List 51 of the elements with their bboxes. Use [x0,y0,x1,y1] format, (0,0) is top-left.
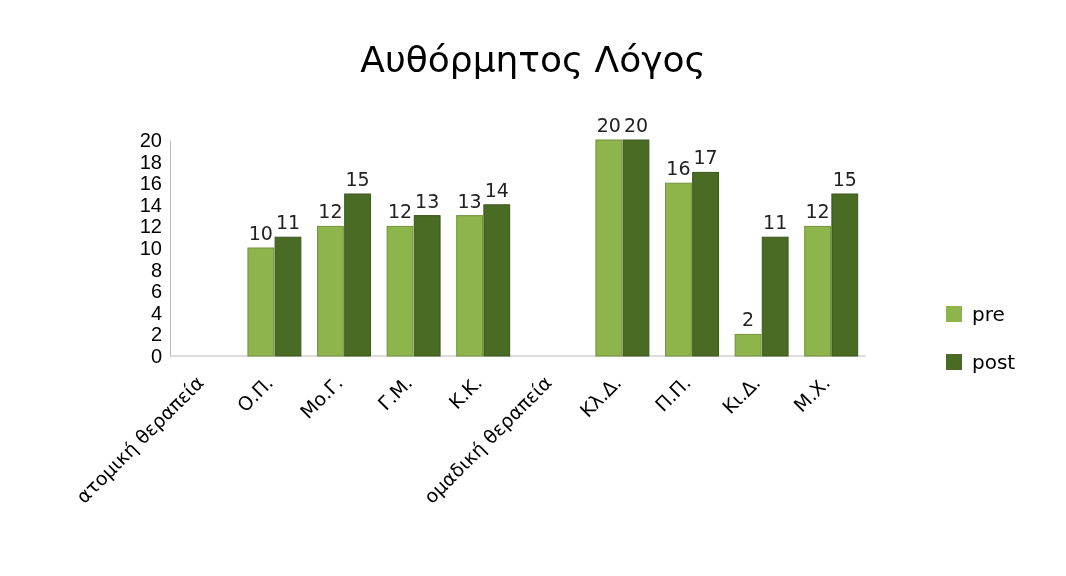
bar [483,204,511,357]
y-tick-label: 14 [139,193,162,216]
data-label: 13 [457,189,482,212]
x-tick-label: Ο.Π. [232,371,278,417]
bar [665,182,692,357]
data-label: 16 [666,157,691,180]
data-label: 20 [623,114,649,136]
y-tick-label: 8 [150,258,162,281]
bar [761,236,789,357]
bar [804,225,832,357]
data-label: 2 [741,308,755,331]
bar [622,139,650,357]
x-tick-label: Κ.Κ. [444,371,487,413]
data-label: 11 [275,211,301,234]
bar [386,225,414,357]
y-tick-label: 4 [150,301,162,324]
y-tick-label: 12 [139,215,162,238]
chart-title: Αυθόρμητος Λόγος [360,39,706,80]
x-tick-label: Π.Π. [650,371,695,416]
bar [831,193,859,357]
data-label: 11 [763,211,788,234]
data-label: 12 [387,200,413,223]
bar [344,193,371,357]
data-label: 13 [415,189,440,212]
data-label: 14 [484,178,509,201]
y-tick-label: 0 [150,344,162,367]
bar [734,333,762,357]
data-label: 17 [693,146,718,169]
legend-label: post [972,350,1016,374]
bar [413,215,441,357]
y-tick-label: 16 [139,172,162,195]
data-label: 20 [596,114,621,136]
y-tick-label: 18 [139,150,162,173]
data-label: 15 [832,168,857,190]
y-tick-label: 2 [150,323,162,346]
data-label: 12 [805,200,830,223]
bar [692,171,719,357]
data-label: 15 [345,168,370,190]
legend-label: pre [972,302,1005,326]
y-tick-label: 10 [139,236,162,259]
x-tick-label: Κι.Δ. [717,371,765,418]
x-tick-label: Γ.Μ. [373,371,417,415]
data-label: 10 [248,222,273,244]
y-tick-label: 20 [139,128,162,151]
bar [247,247,275,357]
data-label: 12 [318,200,343,223]
bar [456,215,484,357]
bar [317,225,344,357]
bar [595,139,623,357]
y-tick-label: 6 [150,280,162,303]
bar [274,236,302,357]
